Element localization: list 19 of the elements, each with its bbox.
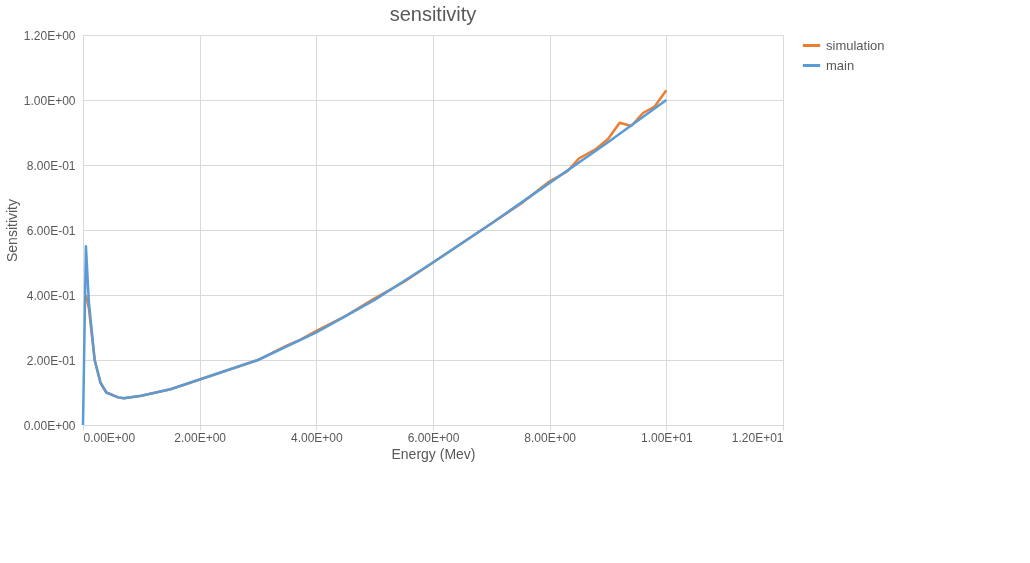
y-tick-label: 4.00E-01	[26, 288, 76, 303]
y-tick-label: 2.00E-01	[26, 353, 76, 368]
legend-label: main	[826, 57, 855, 73]
x-tick-label: 1.00E+01	[640, 430, 694, 445]
y-axis-title: Sensitivity	[3, 198, 20, 263]
x-axis-title: Energy (Mev)	[391, 445, 476, 462]
chart-title: sensitivity	[389, 3, 477, 25]
x-tick-label: 2.00E+00	[174, 430, 227, 445]
y-tick-label: 0.00E+00	[23, 418, 76, 433]
legend-label: simulation	[826, 37, 885, 53]
x-tick-label: 6.00E+00	[407, 430, 460, 445]
y-tick-label: 8.00E-01	[26, 158, 76, 173]
x-tick-label: 0.00E+00	[83, 430, 136, 445]
y-tick-label: 1.00E+00	[23, 93, 76, 108]
y-tick-label: 6.00E-01	[26, 223, 76, 238]
y-tick-label: 1.20E+00	[23, 28, 76, 43]
x-tick-label: 4.00E+00	[290, 430, 344, 445]
x-tick-label: 8.00E+00	[524, 430, 577, 445]
x-tick-label: 1.20E+01	[731, 430, 784, 445]
